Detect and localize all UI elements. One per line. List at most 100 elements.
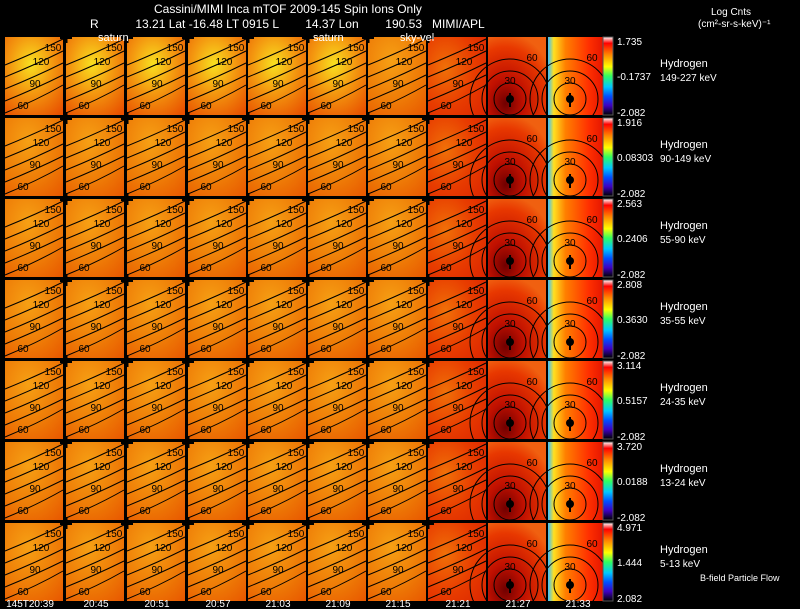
contour-label: 90 — [29, 79, 41, 90]
contour-label: 150 — [468, 205, 485, 216]
contour-label: 60 — [78, 101, 90, 112]
contour-line — [187, 155, 247, 183]
contour-line — [367, 305, 427, 333]
contour-line — [247, 165, 307, 195]
contour-line — [4, 455, 64, 483]
image-panel — [488, 523, 546, 601]
contour-line — [307, 374, 367, 402]
contour-line — [493, 244, 527, 278]
contour-label: 90 — [392, 403, 404, 414]
contour-line — [187, 62, 247, 90]
contour-line — [367, 560, 427, 588]
contour-label: 150 — [408, 205, 425, 216]
contour-label: 60 — [440, 587, 452, 598]
crosshair-mark — [306, 274, 310, 286]
contour-label: 30 — [504, 76, 516, 87]
contour-line — [247, 200, 307, 228]
contour-line — [247, 38, 307, 66]
contour-label: 150 — [288, 367, 305, 378]
image-panel — [428, 118, 486, 196]
contour-label: 60 — [17, 182, 29, 193]
contour-line — [4, 62, 64, 90]
contour-line — [4, 38, 64, 66]
contour-line — [367, 224, 427, 252]
image-panel — [5, 523, 63, 601]
crosshair-mark — [246, 517, 250, 529]
contour-line — [4, 200, 64, 228]
contour-label: 60 — [78, 263, 90, 274]
contour-label: 60 — [526, 134, 538, 145]
crosshair-mark — [306, 112, 310, 124]
contour-line — [4, 467, 64, 495]
contour-label: 60 — [526, 296, 538, 307]
contour-label: 120 — [276, 138, 293, 149]
contour-line — [367, 246, 427, 276]
colorbar-max: 2.563 — [617, 199, 642, 210]
image-panel — [66, 523, 124, 601]
contour-label: 150 — [167, 124, 184, 135]
contour-label: 90 — [90, 565, 102, 576]
contour-line — [247, 143, 307, 171]
crosshair-mark — [366, 436, 370, 448]
contour-line — [427, 143, 487, 171]
crosshair-mark — [64, 517, 68, 529]
contour-label: 90 — [332, 241, 344, 252]
crosshair-mark — [426, 112, 430, 124]
contour-line — [367, 408, 427, 438]
contour-label: 90 — [272, 565, 284, 576]
contour-line — [247, 548, 307, 576]
contour-line — [126, 570, 186, 600]
legend-label: B-field Particle Flow — [700, 573, 780, 583]
species-label: Hydrogen — [660, 58, 708, 70]
contour-label: 150 — [468, 286, 485, 297]
contour-line — [4, 165, 64, 195]
contour-line — [553, 163, 587, 197]
contour-line — [65, 281, 125, 309]
contour-label: 90 — [452, 241, 464, 252]
contour-label: 90 — [90, 79, 102, 90]
contour-line — [367, 570, 427, 600]
contour-line — [307, 467, 367, 495]
contour-line — [367, 236, 427, 264]
contour-label: 60 — [320, 344, 332, 355]
crosshair-mark — [186, 193, 190, 205]
contour-line — [247, 489, 307, 519]
contour-line — [367, 467, 427, 495]
contour-line — [427, 155, 487, 183]
contour-line — [307, 74, 367, 102]
crosshair-mark — [64, 193, 68, 205]
contour-label: 150 — [167, 205, 184, 216]
contour-label: 60 — [260, 263, 272, 274]
contour-line — [4, 479, 64, 507]
contour-line — [367, 536, 427, 564]
contour-line — [126, 489, 186, 519]
energy-label: 24-35 keV — [660, 397, 706, 408]
contour-label: 90 — [212, 484, 224, 495]
contour-line — [427, 236, 487, 264]
contour-line — [126, 246, 186, 276]
contour-line — [126, 200, 186, 228]
contour-label: 60 — [139, 182, 151, 193]
contour-label: 90 — [90, 241, 102, 252]
contour-label: 120 — [276, 57, 293, 68]
contour-label: 90 — [392, 322, 404, 333]
contour-line — [65, 131, 125, 159]
contour-label: 120 — [336, 462, 353, 473]
contour-label: 90 — [332, 484, 344, 495]
image-panel — [66, 280, 124, 358]
contour-line — [65, 143, 125, 171]
contour-line — [126, 143, 186, 171]
crosshair-mark — [366, 517, 370, 529]
contour-line — [65, 560, 125, 588]
contour-line — [65, 362, 125, 390]
crosshair-mark — [366, 355, 370, 367]
image-panel — [127, 523, 185, 601]
contour-line — [307, 38, 367, 66]
contour-line — [4, 84, 64, 114]
contour-label: 150 — [348, 205, 365, 216]
contour-label: 60 — [380, 425, 392, 436]
contour-line — [247, 443, 307, 471]
contour-label: 60 — [260, 344, 272, 355]
contour-label: 150 — [106, 286, 123, 297]
